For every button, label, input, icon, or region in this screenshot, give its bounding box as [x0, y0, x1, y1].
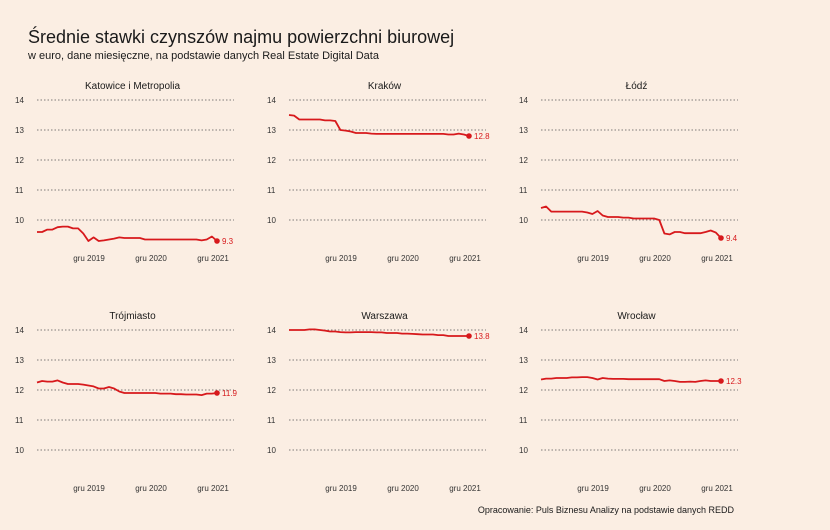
y-tick-label: 12 — [519, 156, 528, 165]
x-tick-label: gru 2019 — [577, 484, 609, 493]
y-tick-label: 12 — [267, 386, 276, 395]
y-tick-label: 12 — [267, 156, 276, 165]
y-tick-label: 10 — [267, 216, 276, 225]
panel-title: Kraków — [368, 81, 402, 92]
x-tick-label: gru 2019 — [73, 254, 105, 263]
y-tick-label: 14 — [15, 326, 24, 335]
x-tick-label: gru 2021 — [197, 484, 229, 493]
y-tick-label: 10 — [15, 216, 24, 225]
x-tick-label: gru 2020 — [135, 484, 167, 493]
panel-title: Wrocław — [617, 311, 656, 322]
y-tick-label: 13 — [519, 126, 528, 135]
x-tick-label: gru 2021 — [449, 254, 481, 263]
y-tick-label: 11 — [519, 416, 528, 425]
x-tick-label: gru 2021 — [197, 254, 229, 263]
y-tick-label: 11 — [15, 186, 24, 195]
x-tick-label: gru 2019 — [325, 254, 357, 263]
y-tick-label: 10 — [267, 446, 276, 455]
y-tick-label: 13 — [519, 356, 528, 365]
last-value-label: 9.3 — [222, 237, 234, 246]
x-tick-label: gru 2019 — [325, 484, 357, 493]
panel-title: Łódź — [626, 81, 648, 92]
facet-panel: Kraków 10 11 12 13 14 gru 2019 gru 2020 gru 2021… — [267, 81, 490, 263]
y-tick-label: 14 — [267, 96, 276, 105]
y-tick-label: 13 — [15, 356, 24, 365]
series-line — [37, 225, 218, 242]
y-tick-label: 11 — [519, 186, 528, 195]
y-tick-label: 13 — [267, 356, 276, 365]
y-tick-label: 11 — [267, 416, 276, 425]
last-value-point — [718, 378, 724, 384]
y-tick-label: 14 — [519, 96, 528, 105]
y-tick-label: 14 — [267, 326, 276, 335]
last-value-label: 9.4 — [726, 234, 738, 243]
y-tick-label: 14 — [519, 326, 528, 335]
last-value-point — [214, 390, 220, 396]
y-tick-label: 13 — [15, 126, 24, 135]
y-tick-label: 10 — [519, 446, 528, 455]
y-tick-label: 11 — [15, 416, 24, 425]
facet-panel: Trójmiasto 10 11 12 13 14 gru 2019 gru 2020 gru … — [15, 311, 238, 493]
panel-title: Trójmiasto — [109, 311, 156, 322]
series-line — [540, 376, 721, 383]
chart-subtitle: w euro, dane miesięczne, na podstawie da… — [28, 50, 379, 62]
series-line — [36, 379, 218, 396]
x-tick-label: gru 2020 — [387, 254, 419, 263]
last-value-point — [466, 333, 472, 339]
chart-title: Średnie stawki czynszów najmu powierzchn… — [28, 27, 455, 47]
last-value-point — [466, 133, 472, 139]
facet-panel: Wrocław 10 11 12 13 14 gru 2019 gru 2020 gru 202… — [519, 311, 742, 493]
y-tick-label: 10 — [15, 446, 24, 455]
last-value-point — [214, 238, 220, 244]
x-tick-label: gru 2020 — [387, 484, 419, 493]
x-tick-label: gru 2020 — [639, 484, 671, 493]
x-tick-label: gru 2021 — [701, 254, 733, 263]
x-tick-label: gru 2020 — [135, 254, 167, 263]
last-value-point — [718, 235, 724, 241]
x-tick-label: gru 2019 — [577, 254, 609, 263]
last-value-label: 11.9 — [222, 389, 238, 398]
x-tick-label: gru 2021 — [701, 484, 733, 493]
y-tick-label: 12 — [519, 386, 528, 395]
facet-panel: Łódź 10 11 12 13 14 gru 2019 gru 2020 gru 2021 9.… — [519, 81, 738, 263]
x-tick-label: gru 2020 — [639, 254, 671, 263]
y-tick-label: 12 — [15, 386, 24, 395]
y-tick-label: 11 — [267, 186, 276, 195]
source-caption: Opracowanie: Puls Biznesu Analizy na pod… — [477, 505, 734, 515]
facet-panel: Warszawa 10 11 12 13 14 gru 2019 gru 2020 gru 20… — [267, 311, 490, 493]
y-tick-label: 12 — [15, 156, 24, 165]
y-tick-label: 13 — [267, 126, 276, 135]
x-tick-label: gru 2021 — [449, 484, 481, 493]
series-line — [540, 205, 722, 239]
last-value-label: 12.3 — [726, 377, 742, 386]
series-line — [288, 114, 470, 137]
last-value-label: 12.8 — [474, 132, 490, 141]
y-tick-label: 10 — [519, 216, 528, 225]
y-tick-label: 14 — [15, 96, 24, 105]
series-line — [289, 328, 469, 337]
facet-panel: Katowice i Metropolia 10 11 12 13 14 gru 2019 g… — [15, 81, 234, 263]
panel-title: Warszawa — [361, 311, 408, 322]
last-value-label: 13.8 — [474, 332, 490, 341]
panel-title: Katowice i Metropolia — [85, 81, 180, 92]
x-tick-label: gru 2019 — [73, 484, 105, 493]
